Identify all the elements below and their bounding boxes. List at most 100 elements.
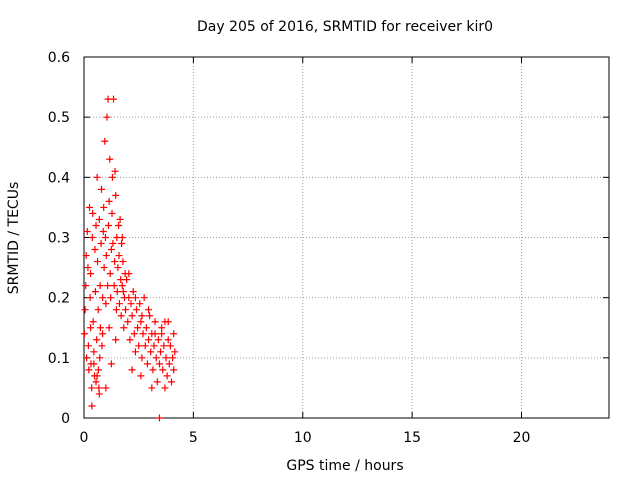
data-point	[111, 258, 119, 266]
y-tick-label: 0.2	[48, 291, 70, 307]
data-point	[136, 300, 144, 308]
data-point	[118, 234, 126, 241]
data-point	[164, 318, 172, 326]
data-point	[93, 372, 101, 380]
data-point	[88, 234, 96, 241]
data-point	[112, 336, 120, 344]
data-point	[170, 366, 178, 374]
data-point	[87, 324, 95, 332]
data-point	[120, 324, 128, 332]
data-point	[93, 173, 101, 181]
x-tick-label: 0	[80, 430, 89, 446]
data-point	[102, 384, 110, 392]
data-point	[116, 215, 124, 223]
tick-labels: 0 0.1 0.2 0.3 0.4 0.5 0.6 0 5 10 15 20	[48, 50, 531, 446]
data-point	[119, 258, 127, 266]
data-point	[109, 240, 117, 248]
y-tick-label: 0.6	[48, 50, 70, 66]
data-point	[89, 209, 97, 217]
data-point	[138, 354, 146, 362]
data-point	[142, 324, 150, 332]
data-point	[149, 366, 157, 374]
data-point	[165, 360, 173, 368]
data-point	[105, 221, 112, 229]
data-point	[117, 276, 125, 284]
data-point	[128, 312, 136, 320]
data-point	[105, 324, 113, 332]
data-point	[162, 354, 170, 362]
data-point	[83, 354, 91, 362]
data-point	[81, 306, 89, 314]
data-point	[100, 203, 108, 211]
data-point	[158, 330, 166, 338]
data-point	[151, 330, 159, 338]
data-point	[157, 348, 165, 356]
data-point	[88, 384, 96, 392]
y-tick-label: 0.1	[48, 351, 70, 367]
data-point	[155, 414, 163, 422]
chart-title: Day 205 of 2016, SRMTID for receiver kir…	[197, 19, 493, 35]
data-point	[94, 366, 102, 374]
data-point	[106, 155, 114, 163]
data-point	[113, 288, 121, 296]
y-tick-label: 0.5	[48, 110, 70, 126]
data-point	[94, 306, 102, 314]
data-point	[138, 312, 146, 320]
data-point	[139, 330, 147, 338]
data-point	[105, 197, 113, 205]
data-point	[140, 294, 148, 302]
data-point	[164, 336, 172, 344]
x-axis-title: GPS time / hours	[286, 458, 403, 474]
x-tick-label: 20	[513, 430, 531, 446]
data-point	[143, 360, 151, 368]
data-point	[114, 264, 122, 272]
data-point	[124, 318, 132, 326]
data-point	[98, 342, 106, 350]
data-point	[119, 288, 127, 296]
data-point	[99, 294, 107, 302]
data-point	[97, 240, 105, 248]
data-point	[90, 348, 98, 356]
data-point	[115, 221, 123, 229]
data-point	[125, 294, 133, 302]
data-point	[153, 378, 161, 386]
data-point	[92, 221, 100, 229]
data-point	[80, 330, 88, 338]
data-point	[91, 246, 99, 254]
data-point	[118, 240, 126, 248]
data-point	[171, 348, 179, 356]
data-point	[148, 384, 156, 392]
data-point	[122, 306, 130, 314]
data-point	[160, 342, 168, 350]
data-point	[110, 95, 118, 103]
data-point	[117, 312, 125, 320]
data-point	[115, 252, 123, 260]
data-point	[161, 384, 169, 392]
y-tick-label: 0	[61, 411, 70, 427]
data-point	[95, 215, 103, 223]
data-point	[126, 336, 134, 344]
data-point	[84, 342, 92, 350]
data-point	[169, 354, 177, 362]
data-point	[131, 294, 139, 302]
data-point	[82, 252, 90, 260]
y-tick-label: 0.3	[48, 231, 70, 247]
data-point	[141, 342, 149, 350]
data-point	[166, 342, 174, 350]
data-point	[85, 203, 93, 211]
data-point	[115, 300, 123, 308]
data-point	[125, 270, 133, 278]
data-point	[111, 167, 119, 175]
data-point	[147, 348, 155, 356]
data-point	[89, 318, 97, 326]
data-point	[95, 384, 103, 392]
y-tick-label: 0.4	[48, 170, 70, 186]
data-point	[150, 342, 158, 350]
data-point	[103, 113, 111, 121]
data-point	[127, 300, 135, 308]
x-tick-label: 5	[189, 430, 198, 446]
data-point	[112, 191, 120, 199]
data-point	[145, 336, 153, 344]
data-point	[107, 246, 115, 254]
